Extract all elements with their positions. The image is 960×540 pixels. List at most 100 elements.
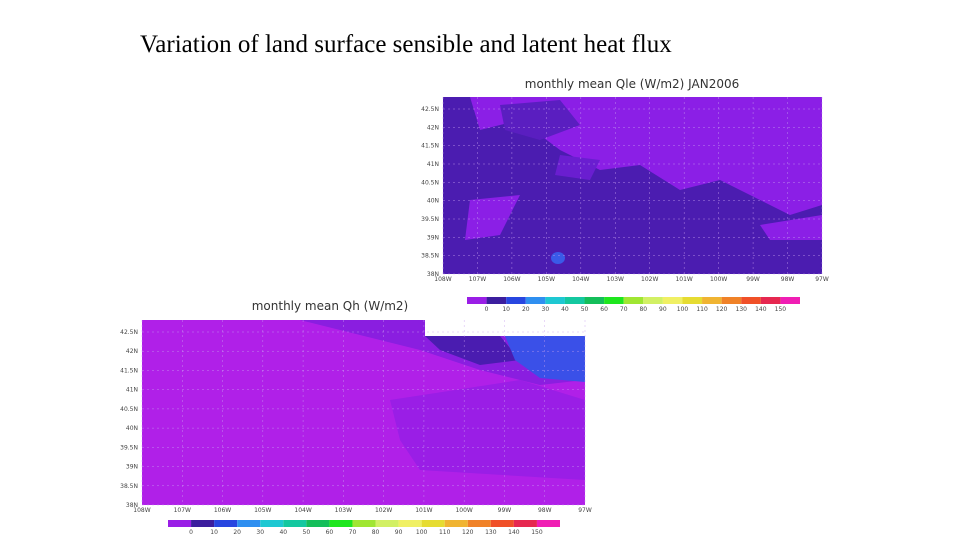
x-tick-label: 106W xyxy=(503,276,520,283)
y-tick-label: 40.5N xyxy=(120,406,138,413)
x-tick-label: 103W xyxy=(607,276,624,283)
y-tick-label: 42N xyxy=(427,124,439,131)
y-tick-label: 42N xyxy=(126,348,138,355)
colorbar-swatch xyxy=(623,297,644,304)
colorbar-swatch xyxy=(643,297,663,304)
colorbar-swatch xyxy=(780,297,800,304)
x-tick-label: 100W xyxy=(455,507,472,514)
y-tick-label: 42.5N xyxy=(421,106,439,113)
map-title: monthly mean Qle (W/m2) JAN2006 xyxy=(525,77,739,91)
colorbar-swatch xyxy=(375,520,399,527)
colorbar-label: 100 xyxy=(677,306,689,313)
y-tick-label: 38.5N xyxy=(120,483,138,490)
colorbar-label: 110 xyxy=(439,529,451,536)
y-tick-label: 38N xyxy=(427,271,439,278)
colorbar-swatch xyxy=(741,297,761,304)
x-tick-label: 100W xyxy=(710,276,727,283)
colorbar-swatch xyxy=(421,520,445,527)
colorbar-swatch xyxy=(760,297,781,304)
colorbar-swatch xyxy=(329,520,353,527)
colorbar-swatch xyxy=(490,520,514,527)
x-tick-label: 102W xyxy=(375,507,392,514)
x-tick-label: 102W xyxy=(641,276,658,283)
colorbar-label: 60 xyxy=(600,306,608,313)
colorbar-swatch xyxy=(536,520,560,527)
y-tick-label: 39N xyxy=(427,234,439,241)
colorbar-label: 80 xyxy=(639,306,647,313)
colorbar-swatch xyxy=(682,297,703,304)
colorbar-swatch xyxy=(662,297,683,304)
colorbar-label: 50 xyxy=(581,306,589,313)
y-tick-label: 40N xyxy=(427,198,439,205)
colorbar-swatch xyxy=(191,520,215,527)
colorbar-label: 70 xyxy=(620,306,628,313)
map-field xyxy=(443,97,822,274)
x-tick-label: 101W xyxy=(675,276,692,283)
colorbar-swatch xyxy=(306,520,330,527)
colorbar-label: 60 xyxy=(326,529,334,536)
x-tick-label: 98W xyxy=(538,507,552,514)
colorbar-label: 150 xyxy=(775,306,787,313)
colorbar-swatch xyxy=(214,520,238,527)
colorbar-label: 10 xyxy=(210,529,218,536)
colorbar-label: 90 xyxy=(395,529,403,536)
colorbar-label: 110 xyxy=(696,306,708,313)
colorbar-swatch xyxy=(525,297,546,304)
x-tick-label: 98W xyxy=(781,276,795,283)
x-tick-label: 108W xyxy=(434,276,451,283)
x-tick-label: 103W xyxy=(335,507,352,514)
colorbar-label: 40 xyxy=(561,306,569,313)
y-tick-label: 39.5N xyxy=(120,444,138,451)
x-tick-label: 99W xyxy=(498,507,512,514)
colorbar-swatch xyxy=(467,520,491,527)
map-field xyxy=(142,320,585,505)
colorbar-label: 20 xyxy=(233,529,241,536)
colorbar-swatch xyxy=(702,297,722,304)
x-tick-label: 101W xyxy=(415,507,432,514)
colorbar-label: 50 xyxy=(303,529,311,536)
y-tick-label: 40N xyxy=(126,425,138,432)
x-tick-label: 97W xyxy=(578,507,592,514)
colorbar-label: 130 xyxy=(736,306,748,313)
colorbar-label: 0 xyxy=(189,529,193,536)
y-tick-label: 39N xyxy=(126,464,138,471)
slide-title: Variation of land surface sensible and l… xyxy=(140,31,672,58)
y-tick-label: 39.5N xyxy=(421,216,439,223)
y-tick-label: 41.5N xyxy=(120,367,138,374)
y-tick-label: 38N xyxy=(126,502,138,509)
colorbar-label: 90 xyxy=(659,306,667,313)
colorbar-label: 30 xyxy=(542,306,550,313)
colorbar-swatch xyxy=(721,297,742,304)
y-tick-label: 40.5N xyxy=(421,179,439,186)
colorbar-swatch xyxy=(604,297,624,304)
colorbar-swatch xyxy=(260,520,284,527)
y-tick-label: 38.5N xyxy=(421,253,439,260)
colorbar-swatch xyxy=(486,297,507,304)
colorbar-swatch xyxy=(506,297,526,304)
x-tick-label: 106W xyxy=(214,507,231,514)
x-tick-label: 104W xyxy=(294,507,311,514)
y-tick-label: 41N xyxy=(126,387,138,394)
colorbar-label: 140 xyxy=(508,529,520,536)
colorbar-swatch xyxy=(545,297,565,304)
colorbar-swatch xyxy=(352,520,376,527)
colorbar-swatch xyxy=(584,297,605,304)
colorbar-label: 10 xyxy=(502,306,510,313)
x-tick-label: 104W xyxy=(572,276,589,283)
colorbar-label: 0 xyxy=(485,306,489,313)
colorbar-label: 80 xyxy=(372,529,380,536)
colorbar-label: 140 xyxy=(755,306,767,313)
colorbar-swatch xyxy=(237,520,261,527)
colorbar-label: 120 xyxy=(462,529,474,536)
colorbar-swatch xyxy=(444,520,468,527)
colorbar-label: 150 xyxy=(531,529,543,536)
y-tick-label: 42.5N xyxy=(120,329,138,336)
y-tick-label: 41.5N xyxy=(421,143,439,150)
x-tick-label: 105W xyxy=(254,507,271,514)
colorbar-label: 100 xyxy=(416,529,428,536)
colorbar-label: 70 xyxy=(349,529,357,536)
colorbar-swatch xyxy=(467,297,487,304)
x-tick-label: 97W xyxy=(815,276,829,283)
x-tick-label: 108W xyxy=(133,507,150,514)
